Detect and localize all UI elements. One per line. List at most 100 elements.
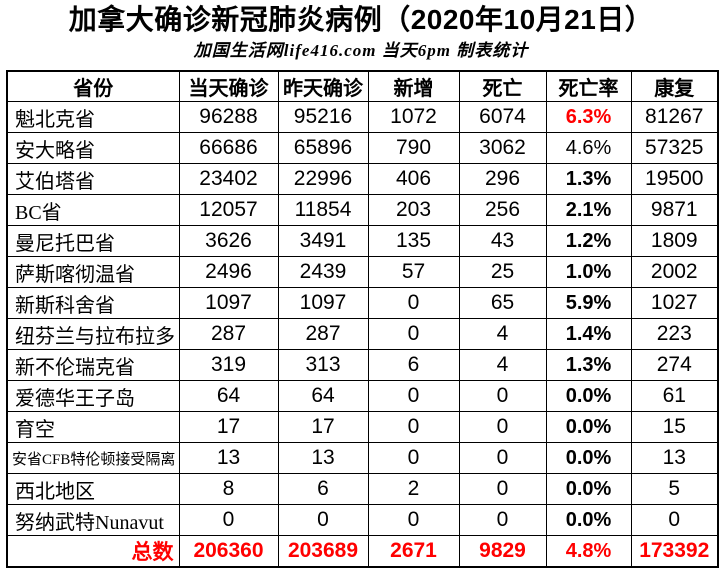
cell-death-rate: 1.3% xyxy=(545,163,632,195)
cell-yesterday-confirmed: 1097 xyxy=(277,287,369,319)
cell-new-cases: 1072 xyxy=(367,101,460,133)
cell-province: 努纳武特Nunavut xyxy=(6,504,180,536)
cell-new-cases: 0 xyxy=(367,504,460,536)
table-row: 安大略省 66686 65896 790 3062 4.6% 57325 xyxy=(6,132,719,164)
cell-province: BC省 xyxy=(6,194,180,226)
cell-deaths: 3062 xyxy=(458,132,547,164)
column-header-deaths: 死亡 xyxy=(458,70,547,102)
cell-recovered: 61 xyxy=(630,380,719,412)
cell-death-rate: 0.0% xyxy=(545,473,632,505)
cell-deaths: 0 xyxy=(458,411,547,443)
cell-province: 新不伦瑞克省 xyxy=(6,349,180,381)
cell-death-rate: 0.0% xyxy=(545,504,632,536)
cell-today-confirmed: 96288 xyxy=(178,101,279,133)
cell-new-cases: 57 xyxy=(367,256,460,288)
cell-yesterday-confirmed: 313 xyxy=(277,349,369,381)
cell-province: 新斯科舍省 xyxy=(6,287,180,319)
cell-today-confirmed: 12057 xyxy=(178,194,279,226)
table-row: 萨斯喀彻温省 2496 2439 57 25 1.0% 2002 xyxy=(6,256,719,288)
table-row: 纽芬兰与拉布拉多 287 287 0 4 1.4% 223 xyxy=(6,318,719,350)
cell-new-cases: 0 xyxy=(367,318,460,350)
cell-province: 爱德华王子岛 xyxy=(6,380,180,412)
subtitle-source-line: 加国生活网life416.com 当天6pm 制表统计 xyxy=(193,41,529,60)
cell-new-cases: 790 xyxy=(367,132,460,164)
table-row: 新斯科舍省 1097 1097 0 65 5.9% 1027 xyxy=(6,287,719,319)
total-today-confirmed: 206360 xyxy=(178,535,279,568)
cell-province: 魁北克省 xyxy=(6,101,180,133)
table-row: 魁北克省 96288 95216 1072 6074 6.3% 81267 xyxy=(6,101,719,133)
cell-death-rate: 1.4% xyxy=(545,318,632,350)
column-header-recovered: 康复 xyxy=(630,70,719,102)
cell-yesterday-confirmed: 95216 xyxy=(277,101,369,133)
cell-today-confirmed: 2496 xyxy=(178,256,279,288)
cell-yesterday-confirmed: 6 xyxy=(277,473,369,505)
column-header-new: 新增 xyxy=(367,70,460,102)
column-header-yesterday: 昨天确诊 xyxy=(277,70,369,102)
cell-new-cases: 0 xyxy=(367,411,460,443)
cell-yesterday-confirmed: 11854 xyxy=(277,194,369,226)
cell-province: 安省CFB特伦顿接受隔离 xyxy=(6,442,180,474)
covid-statistics-table: 省份 当天确诊 昨天确诊 新增 死亡 死亡率 康复 魁北克省 96288 95216 1072 60… xyxy=(6,70,719,568)
table-header-row: 省份 当天确诊 昨天确诊 新增 死亡 死亡率 康复 xyxy=(6,70,719,102)
cell-today-confirmed: 0 xyxy=(178,504,279,536)
cell-new-cases: 406 xyxy=(367,163,460,195)
cell-province: 西北地区 xyxy=(6,473,180,505)
cell-recovered: 19500 xyxy=(630,163,719,195)
total-row: 总数 206360 203689 2671 9829 4.8% 173392 xyxy=(6,535,719,568)
cell-deaths: 256 xyxy=(458,194,547,226)
cell-today-confirmed: 64 xyxy=(178,380,279,412)
cell-yesterday-confirmed: 64 xyxy=(277,380,369,412)
table-row: 西北地区 8 6 2 0 0.0% 5 xyxy=(6,473,719,505)
cell-death-rate: 0.0% xyxy=(545,411,632,443)
cell-recovered: 223 xyxy=(630,318,719,350)
cell-recovered: 15 xyxy=(630,411,719,443)
cell-recovered: 57325 xyxy=(630,132,719,164)
table-row: BC省 12057 11854 203 256 2.1% 9871 xyxy=(6,194,719,226)
cell-today-confirmed: 13 xyxy=(178,442,279,474)
table-row: 安省CFB特伦顿接受隔离 13 13 0 0 0.0% 13 xyxy=(6,442,719,474)
cell-deaths: 43 xyxy=(458,225,547,257)
cell-new-cases: 0 xyxy=(367,380,460,412)
table-row: 新不伦瑞克省 319 313 6 4 1.3% 274 xyxy=(6,349,719,381)
cell-death-rate: 2.1% xyxy=(545,194,632,226)
cell-deaths: 4 xyxy=(458,318,547,350)
cell-death-rate: 0.0% xyxy=(545,380,632,412)
cell-recovered: 1027 xyxy=(630,287,719,319)
cell-today-confirmed: 66686 xyxy=(178,132,279,164)
cell-today-confirmed: 17 xyxy=(178,411,279,443)
cell-deaths: 6074 xyxy=(458,101,547,133)
cell-deaths: 0 xyxy=(458,473,547,505)
cell-deaths: 65 xyxy=(458,287,547,319)
total-yesterday-confirmed: 203689 xyxy=(277,535,369,568)
cell-recovered: 1809 xyxy=(630,225,719,257)
cell-today-confirmed: 1097 xyxy=(178,287,279,319)
cell-deaths: 0 xyxy=(458,380,547,412)
cell-recovered: 0 xyxy=(630,504,719,536)
cell-death-rate: 1.0% xyxy=(545,256,632,288)
cell-recovered: 81267 xyxy=(630,101,719,133)
cell-death-rate: 6.3% xyxy=(545,101,632,133)
total-death-rate: 4.8% xyxy=(545,535,632,568)
cell-province: 纽芬兰与拉布拉多 xyxy=(6,318,180,350)
cell-deaths: 4 xyxy=(458,349,547,381)
column-header-rate: 死亡率 xyxy=(545,70,632,102)
cell-today-confirmed: 287 xyxy=(178,318,279,350)
cell-new-cases: 203 xyxy=(367,194,460,226)
cell-death-rate: 1.2% xyxy=(545,225,632,257)
cell-yesterday-confirmed: 0 xyxy=(277,504,369,536)
cell-province: 萨斯喀彻温省 xyxy=(6,256,180,288)
cell-today-confirmed: 3626 xyxy=(178,225,279,257)
table-row: 育空 17 17 0 0 0.0% 15 xyxy=(6,411,719,443)
cell-yesterday-confirmed: 3491 xyxy=(277,225,369,257)
cell-province: 安大略省 xyxy=(6,132,180,164)
cell-recovered: 9871 xyxy=(630,194,719,226)
column-header-today: 当天确诊 xyxy=(178,70,279,102)
cell-deaths: 0 xyxy=(458,442,547,474)
cell-new-cases: 135 xyxy=(367,225,460,257)
cell-deaths: 0 xyxy=(458,504,547,536)
cell-new-cases: 6 xyxy=(367,349,460,381)
cell-recovered: 2002 xyxy=(630,256,719,288)
cell-recovered: 13 xyxy=(630,442,719,474)
cell-death-rate: 4.6% xyxy=(545,132,632,164)
cell-yesterday-confirmed: 13 xyxy=(277,442,369,474)
